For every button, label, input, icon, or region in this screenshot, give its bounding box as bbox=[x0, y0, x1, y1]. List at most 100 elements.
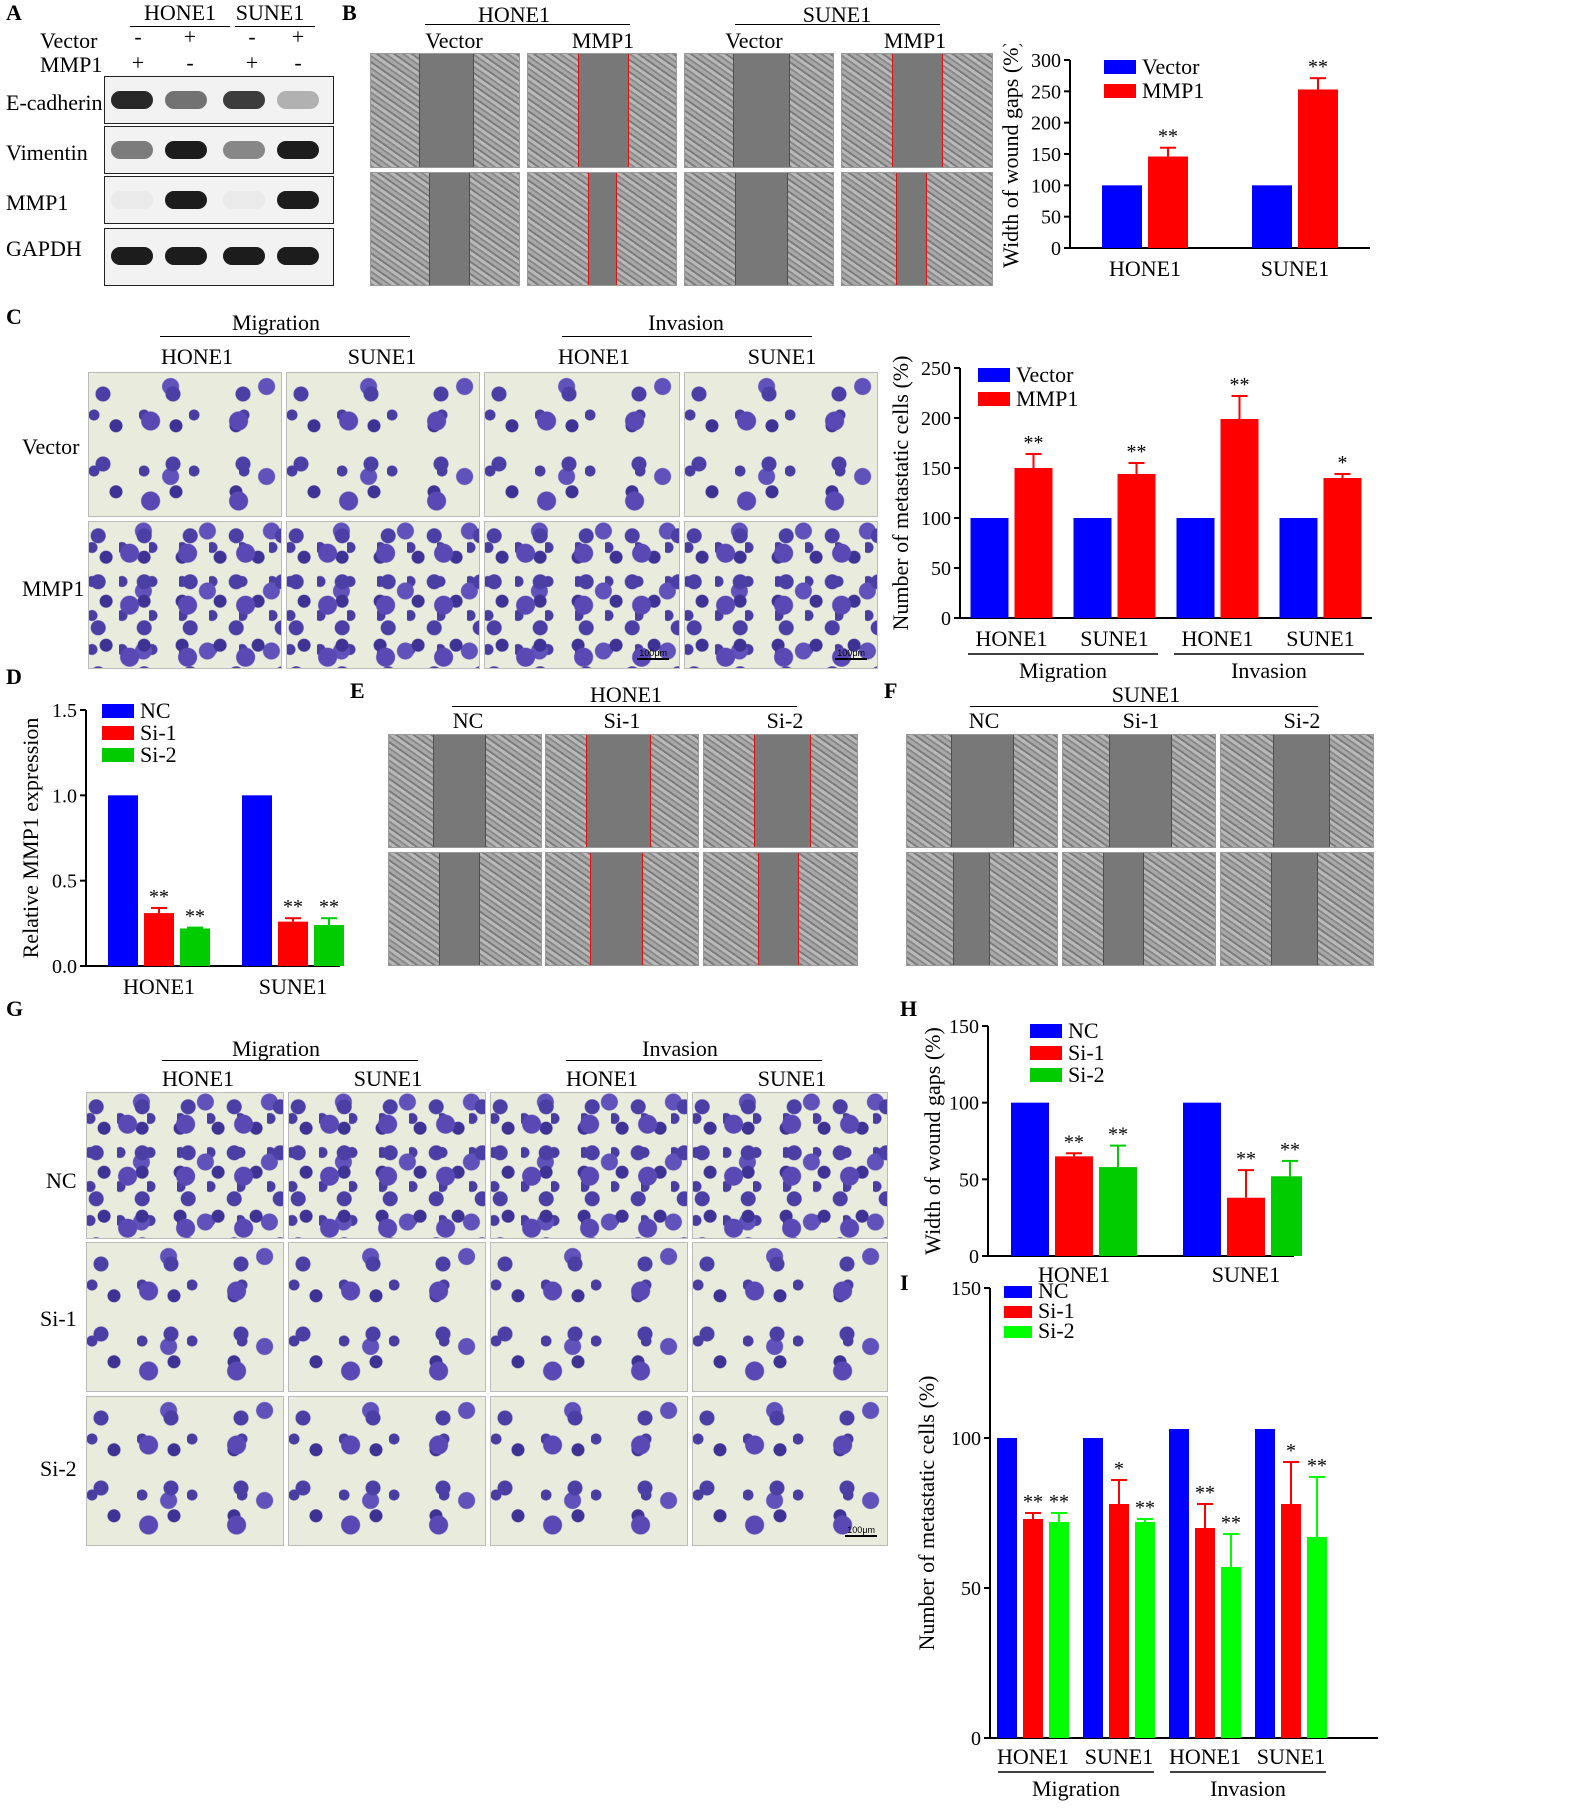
y-tick-label: 0 bbox=[941, 608, 951, 630]
band bbox=[111, 247, 153, 265]
wound-image bbox=[388, 852, 542, 966]
band bbox=[165, 191, 207, 209]
band bbox=[223, 247, 265, 265]
panel-g-cell: HONE1 bbox=[161, 1066, 235, 1091]
bar bbox=[1083, 1438, 1103, 1738]
sign: + bbox=[291, 24, 305, 49]
transwell-image bbox=[490, 1242, 688, 1392]
bar bbox=[1255, 1429, 1275, 1738]
panel-c-row-mmp1: MMP1 bbox=[22, 576, 85, 601]
significance-label: ** bbox=[1195, 1482, 1215, 1504]
significance-label: * bbox=[1338, 452, 1348, 474]
panel-c-cell: SUNE1 bbox=[347, 344, 417, 369]
significance-label: * bbox=[1286, 1440, 1296, 1462]
transwell-image bbox=[484, 372, 680, 517]
y-tick-label: 50 bbox=[959, 1169, 979, 1191]
y-axis-label: Number of metastatic cells (%) bbox=[890, 356, 913, 631]
y-tick-label: 50 bbox=[961, 1578, 981, 1600]
panel-g-rule-migration bbox=[162, 1060, 418, 1061]
significance-label: ** bbox=[1230, 374, 1250, 396]
significance-label: ** bbox=[1024, 432, 1044, 454]
panel-b-cond: Vector bbox=[725, 28, 783, 53]
panel-b-cond: MMP1 bbox=[571, 28, 635, 53]
chart-d: 0.0 0.5 1.0 1.5 Relative MMP1 expression ** **… bbox=[20, 698, 344, 999]
band bbox=[165, 141, 207, 159]
legend-swatch bbox=[1104, 84, 1136, 98]
significance-label: ** bbox=[1158, 126, 1178, 148]
panel-a-rule-sune1 bbox=[235, 26, 315, 27]
panel-c-cell: HONE1 bbox=[160, 344, 234, 369]
bar bbox=[1323, 478, 1362, 618]
bar bbox=[1271, 1176, 1302, 1256]
wound-image bbox=[684, 53, 834, 168]
y-tick-label: 200 bbox=[1031, 113, 1061, 135]
transwell-image bbox=[288, 1396, 486, 1546]
panel-b-cond: MMP1 bbox=[883, 28, 947, 53]
bar bbox=[1279, 518, 1318, 618]
legend-swatch bbox=[1004, 1286, 1032, 1298]
wound-image bbox=[527, 172, 677, 286]
x-tick-label: HONE1 bbox=[123, 974, 195, 999]
panel-a-row-vector: Vector bbox=[40, 28, 98, 53]
bar bbox=[1135, 1522, 1155, 1738]
y-tick-label: 1.5 bbox=[52, 700, 77, 722]
sign: + bbox=[245, 50, 259, 75]
transwell-image: 100μm bbox=[684, 521, 878, 669]
wound-image bbox=[370, 172, 520, 286]
y-tick-label: 0.5 bbox=[52, 871, 77, 893]
panel-g-row-nc: NC bbox=[46, 1168, 77, 1193]
significance-label: ** bbox=[1236, 1148, 1256, 1170]
bar bbox=[1183, 1102, 1221, 1256]
legend-swatch bbox=[978, 368, 1010, 382]
band bbox=[277, 141, 319, 159]
blot-label-gapdh: GAPDH bbox=[6, 236, 82, 261]
panel-label-i: I bbox=[900, 1270, 909, 1295]
panel-b-cond: Vector bbox=[425, 28, 483, 53]
panel-g-row-si1: Si-1 bbox=[40, 1306, 77, 1331]
significance-label: ** bbox=[1064, 1131, 1084, 1153]
x-tick-label: SUNE1 bbox=[1286, 626, 1354, 651]
transwell-image bbox=[286, 521, 480, 669]
x-tick-label: SUNE1 bbox=[259, 974, 327, 999]
bar bbox=[1220, 419, 1259, 618]
y-tick-label: 50 bbox=[1041, 207, 1061, 229]
y-tick-label: 100 bbox=[951, 1428, 981, 1450]
panel-g-cell: HONE1 bbox=[565, 1066, 639, 1091]
y-tick-label: 100 bbox=[1031, 175, 1061, 197]
y-axis-label: Relative MMP1 expression bbox=[20, 718, 43, 959]
wound-image bbox=[545, 734, 699, 848]
blot-label-vimentin: Vimentin bbox=[6, 140, 88, 165]
legend-swatch bbox=[102, 704, 134, 718]
bar bbox=[1102, 185, 1142, 248]
bar bbox=[1169, 1429, 1189, 1738]
bar bbox=[108, 795, 138, 966]
significance-label: ** bbox=[1108, 1124, 1128, 1146]
bar bbox=[1073, 518, 1112, 618]
panel-a-row-mmp1: MMP1 bbox=[40, 52, 103, 77]
legend-swatch bbox=[102, 748, 134, 762]
panel-c-cell: HONE1 bbox=[557, 344, 631, 369]
legend-swatch bbox=[1104, 60, 1136, 74]
transwell-image bbox=[286, 372, 480, 517]
x-tick-label: SUNE1 bbox=[1080, 626, 1148, 651]
band bbox=[223, 91, 265, 109]
significance-label: ** bbox=[1308, 56, 1328, 78]
wound-image bbox=[388, 734, 542, 848]
panel-b-group-sune1: SUNE1 bbox=[802, 2, 872, 27]
significance-label: ** bbox=[1307, 1455, 1327, 1477]
sign: + bbox=[183, 24, 197, 49]
chart-c: 0 50 100 150 200 250 Number of metastatic cell… bbox=[890, 356, 1372, 682]
legend-swatch bbox=[1030, 1068, 1062, 1082]
legend-label: MMP1 bbox=[1142, 78, 1204, 103]
legend-label: MMP1 bbox=[1016, 386, 1078, 411]
panel-g-section-invasion: Invasion bbox=[642, 1036, 718, 1061]
y-tick-label: 1.0 bbox=[52, 785, 77, 807]
panel-e-cond: Si-1 bbox=[603, 708, 641, 733]
legend-swatch bbox=[1030, 1046, 1062, 1060]
significance-label: ** bbox=[1023, 1491, 1043, 1513]
group-label: Invasion bbox=[1231, 658, 1307, 682]
legend-swatch bbox=[102, 726, 134, 740]
significance-label: ** bbox=[185, 906, 205, 928]
wound-image bbox=[1062, 852, 1216, 966]
